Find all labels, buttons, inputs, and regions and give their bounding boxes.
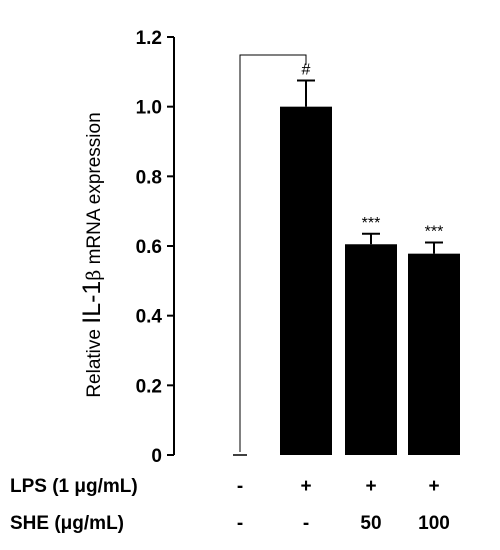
y-label-part-2: IL-1 <box>78 281 106 324</box>
significance-mark-2: # <box>302 62 311 79</box>
y-tick-label: 0.4 <box>136 307 163 328</box>
y-tick-label: 0.8 <box>136 167 162 188</box>
condition-label-1: LPS (1 μg/mL) <box>10 476 138 497</box>
y-tick-label: 0.6 <box>136 237 162 258</box>
bracket-line <box>239 54 307 452</box>
significance-marks: # *** *** <box>302 62 444 241</box>
y-tick-label: 0 <box>151 446 162 467</box>
condition-label-2: SHE (μg/mL) <box>10 513 124 534</box>
error-bars <box>297 79 443 254</box>
significance-mark-4: *** <box>425 224 444 241</box>
y-label-part-1: Relative <box>84 324 105 398</box>
y-label-part-3: β <box>83 270 105 281</box>
bar-3 <box>345 244 397 455</box>
y-axis: 0 0.2 0.4 0.6 0.8 1.0 1.2 <box>136 28 175 467</box>
y-tick-label: 1.2 <box>136 28 162 49</box>
bar-2 <box>280 106 332 456</box>
condition-value: - <box>303 513 309 534</box>
y-axis-label: Relative IL-1β mRNA expression <box>78 112 106 397</box>
condition-value: 100 <box>418 513 450 534</box>
condition-value: + <box>300 476 311 497</box>
condition-table: LPS (1 μg/mL) - + + + SHE (μg/mL) - - 50 100 <box>10 476 450 534</box>
condition-value: + <box>365 476 376 497</box>
condition-value: - <box>237 513 243 534</box>
condition-value: 50 <box>360 513 381 534</box>
bar-4 <box>408 253 460 455</box>
comparison-bracket <box>239 54 307 452</box>
y-tick-label: 1.0 <box>136 98 162 119</box>
significance-mark-3: *** <box>362 215 381 232</box>
y-label-part-4: mRNA expression <box>84 112 105 269</box>
condition-value: - <box>237 476 243 497</box>
bars <box>280 106 460 456</box>
condition-value: + <box>428 476 439 497</box>
y-tick-label: 0.2 <box>136 376 162 397</box>
